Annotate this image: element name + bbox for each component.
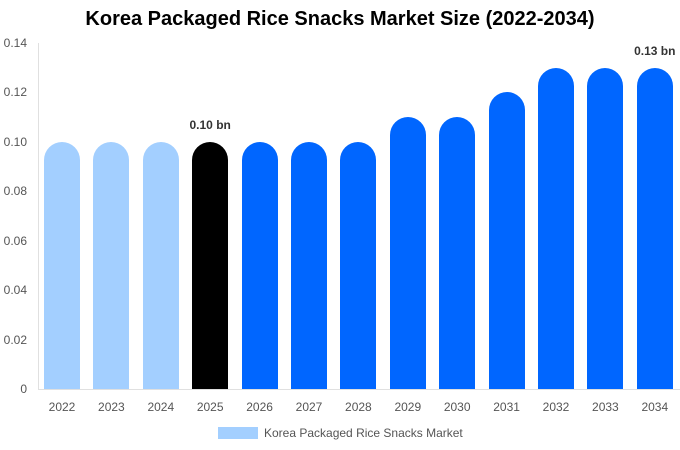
y-tick-label: 0: [20, 382, 27, 396]
x-tick-label: 2022: [48, 400, 76, 414]
x-tick-label: 2028: [345, 400, 372, 414]
bar-2028[interactable]: [340, 141, 377, 389]
bar-2032[interactable]: [538, 67, 574, 389]
x-tick-label: 2031: [493, 400, 520, 414]
x-tick-label: 2033: [592, 400, 619, 414]
bar-2033[interactable]: [587, 67, 624, 389]
bar-2024[interactable]: [142, 141, 179, 389]
bar-2029[interactable]: [389, 117, 426, 389]
x-axis-line: [38, 389, 680, 390]
legend[interactable]: Korea Packaged Rice Snacks Market: [218, 426, 463, 440]
x-tick-label: 2027: [295, 400, 323, 414]
chart-title: Korea Packaged Rice Snacks Market Size (…: [85, 8, 595, 30]
x-tick-label: 2029: [394, 400, 422, 414]
y-tick-label: 0.08: [3, 184, 27, 199]
bar-2025[interactable]: [192, 141, 229, 389]
y-tick-label: 0.14: [3, 36, 27, 50]
x-tick-label: 2034: [641, 400, 669, 414]
bar-2027[interactable]: [291, 141, 327, 389]
bar-2026[interactable]: [241, 141, 278, 389]
y-tick-label: 0.10: [3, 134, 27, 149]
legend-swatch: [218, 427, 258, 439]
data-label: 0.10 bn: [189, 117, 231, 132]
x-tick-label: 2024: [147, 400, 175, 414]
y-tick-label: 0.04: [3, 283, 27, 298]
y-tick-label: 0.06: [3, 233, 27, 248]
y-tick-label: 0.02: [3, 332, 27, 347]
bar-2031[interactable]: [488, 92, 525, 389]
data-label: 0.13 bn: [634, 43, 676, 58]
bar-2034[interactable]: [636, 67, 673, 389]
x-tick-label: 2030: [443, 400, 471, 414]
legend-label: Korea Packaged Rice Snacks Market: [264, 426, 463, 440]
x-tick-label: 2023: [98, 400, 125, 414]
bar-2030[interactable]: [439, 117, 476, 389]
bar-2023[interactable]: [93, 141, 130, 389]
bar-2022[interactable]: [44, 141, 80, 389]
x-tick-label: 2025: [196, 400, 224, 414]
x-tick-label: 2032: [542, 400, 570, 414]
y-axis-line: [38, 43, 39, 389]
y-tick-label: 0.12: [3, 85, 27, 100]
x-tick-label: 2026: [246, 400, 273, 414]
